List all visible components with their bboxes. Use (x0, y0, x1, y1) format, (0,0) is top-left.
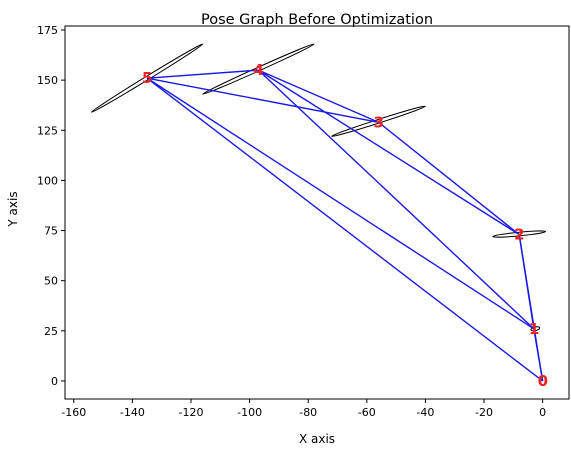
node-label-4: 4 (253, 61, 263, 79)
edge-5-0 (146, 77, 544, 382)
x-tick-label: -20 (475, 406, 493, 419)
y-tick-label: 75 (44, 225, 58, 238)
node-label-0: 0 (538, 372, 548, 390)
x-tick-label: -160 (61, 406, 86, 419)
edge-4-1 (257, 69, 535, 330)
y-tick-label: 50 (44, 275, 58, 288)
x-axis-label: X axis (299, 432, 335, 446)
y-tick-label: 150 (37, 74, 58, 87)
edge-4-2 (258, 69, 520, 236)
y-tick-label: 100 (37, 174, 58, 187)
edge-2-3 (378, 121, 520, 236)
x-axis-ticks: -160 -140 -120 -100 -80 -60 -40 -20 0 (61, 399, 546, 419)
edge-5-1 (146, 77, 535, 330)
edge-4-5 (146, 69, 259, 79)
x-tick-label: -40 (416, 406, 434, 419)
x-tick-label: -60 (358, 406, 376, 419)
edge-0-2 (518, 234, 544, 382)
node-label-1: 1 (529, 320, 539, 338)
covariance-ellipse-1 (530, 326, 541, 332)
x-tick-label: -100 (237, 406, 262, 419)
edge-5-3 (146, 77, 379, 123)
chart-title: Pose Graph Before Optimization (201, 12, 433, 28)
node-label-3: 3 (374, 113, 384, 131)
x-tick-label: -140 (120, 406, 145, 419)
y-tick-label: 25 (44, 325, 58, 338)
y-tick-label: 175 (37, 24, 58, 37)
edge-3-4 (258, 69, 379, 123)
y-axis-label: Y axis (6, 191, 20, 227)
node-labels: 0 1 2 3 4 5 (142, 61, 548, 390)
x-tick-label: -80 (299, 406, 317, 419)
y-tick-label: 0 (51, 375, 58, 388)
graph-edges (146, 69, 544, 382)
x-tick-label: -120 (179, 406, 204, 419)
y-axis-ticks: 0 25 50 75 100 125 150 175 (37, 24, 65, 388)
node-label-2: 2 (514, 226, 524, 244)
y-tick-label: 125 (37, 124, 58, 137)
x-tick-label: 0 (539, 406, 546, 419)
node-label-5: 5 (142, 69, 152, 87)
plot-area-frame (64, 25, 570, 400)
